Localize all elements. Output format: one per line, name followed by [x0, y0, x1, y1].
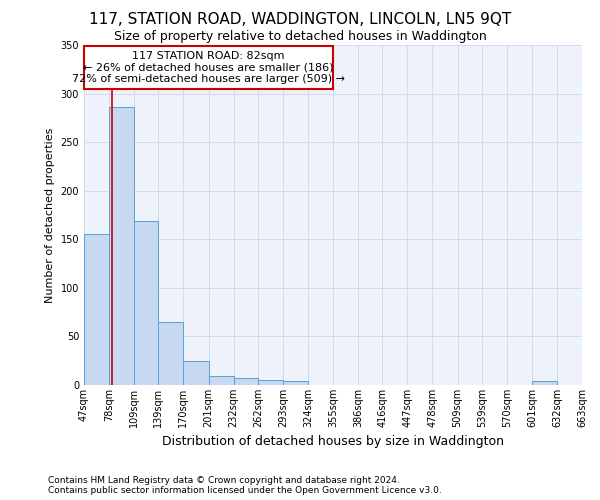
Bar — [184, 360, 209, 385]
Text: Contains public sector information licensed under the Open Government Licence v3: Contains public sector information licen… — [48, 486, 442, 495]
Text: ← 26% of detached houses are smaller (186): ← 26% of detached houses are smaller (18… — [83, 62, 334, 72]
Bar — [209, 376, 233, 385]
Y-axis label: Number of detached properties: Number of detached properties — [45, 128, 55, 302]
Bar — [158, 322, 184, 385]
FancyBboxPatch shape — [84, 46, 333, 88]
Bar — [134, 221, 158, 385]
Bar — [109, 107, 134, 385]
Text: 72% of semi-detached houses are larger (509) →: 72% of semi-detached houses are larger (… — [72, 74, 345, 84]
Bar — [84, 234, 109, 385]
Text: 117 STATION ROAD: 82sqm: 117 STATION ROAD: 82sqm — [132, 51, 285, 61]
X-axis label: Distribution of detached houses by size in Waddington: Distribution of detached houses by size … — [162, 436, 504, 448]
Text: 117, STATION ROAD, WADDINGTON, LINCOLN, LN5 9QT: 117, STATION ROAD, WADDINGTON, LINCOLN, … — [89, 12, 511, 28]
Bar — [532, 381, 557, 385]
Text: Contains HM Land Registry data © Crown copyright and database right 2024.: Contains HM Land Registry data © Crown c… — [48, 476, 400, 485]
Bar — [258, 380, 283, 385]
Bar — [283, 381, 308, 385]
Bar — [233, 378, 258, 385]
Text: Size of property relative to detached houses in Waddington: Size of property relative to detached ho… — [113, 30, 487, 43]
